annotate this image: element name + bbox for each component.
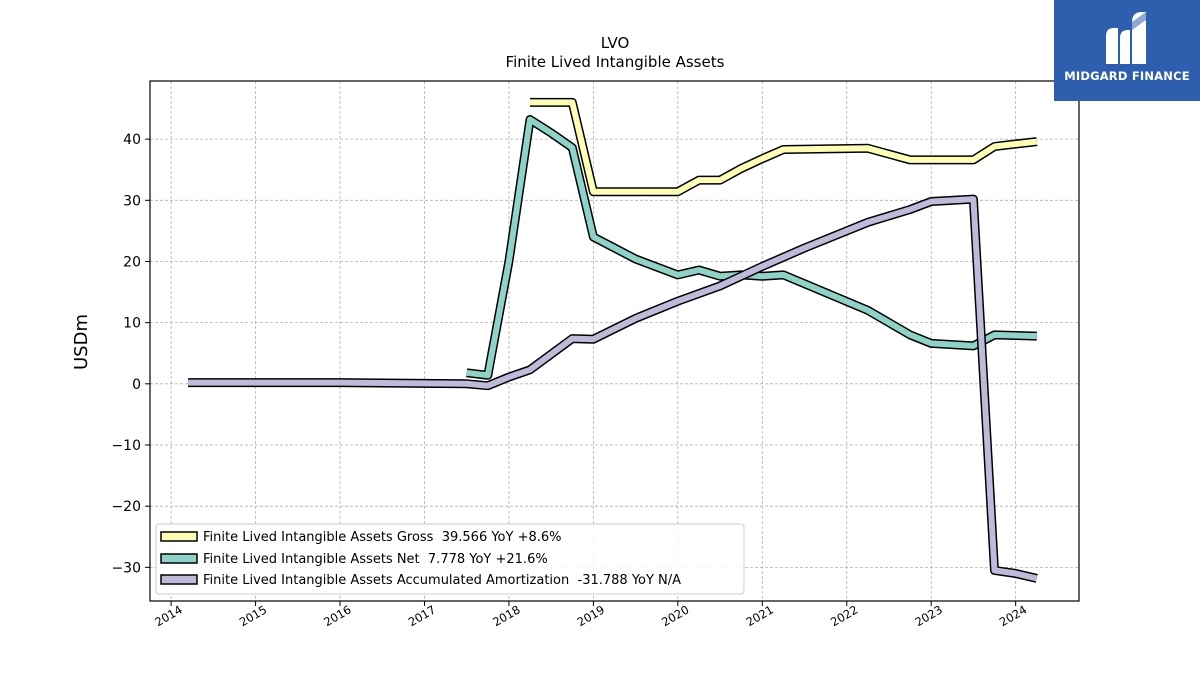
x-tick-label: 2017 [406,602,438,629]
x-tick-label: 2014 [152,602,184,629]
y-tick-label: 10 [123,316,141,332]
y-axis: −30 −20 −10 0 10 20 30 40 [111,132,150,576]
series-line-1 [466,116,1037,379]
y-tick-label: −20 [111,499,141,515]
x-tick-label: 2020 [659,602,691,629]
x-tick-label: 2023 [912,602,944,629]
x-tick-label: 2019 [575,602,607,629]
x-axis: 2014 2015 2016 2017 2018 2019 2020 2021 2022 2023… [152,601,1029,629]
plot-frame [149,80,1080,602]
series-outline-2 [188,194,1038,583]
legend-swatch-gross [160,531,198,542]
legend: Finite Lived Intangible Assets Gross 39.… [155,523,745,595]
y-axis-label: USDm [71,314,92,370]
series-layer [188,97,1038,583]
chart-title: LVO [601,34,630,52]
y-tick-label: −30 [111,560,141,576]
legend-label-amortization: Finite Lived Intangible Assets Accumulat… [203,573,681,588]
x-tick-label: 2015 [237,602,269,629]
x-tick-label: 2016 [321,602,353,629]
series-line-0 [530,99,1038,195]
logo-text: MIDGARD FINANCE [1064,69,1190,83]
chart-subtitle: Finite Lived Intangible Assets [506,53,725,71]
legend-label-net: Finite Lived Intangible Assets Net 7.778… [203,552,548,567]
y-tick-label: 20 [123,254,141,270]
legend-label-gross: Finite Lived Intangible Assets Gross 39.… [203,530,562,545]
y-tick-label: 30 [123,193,141,209]
series-line-2 [188,196,1038,582]
legend-swatch-net [160,553,198,564]
y-tick-label: 0 [132,377,141,393]
y-tick-label: 40 [123,132,141,148]
x-tick-label: 2024 [997,602,1029,629]
x-tick-label: 2018 [490,602,522,629]
grid-lines [150,81,1079,601]
midgard-finance-logo: MIDGARD FINANCE [1054,0,1200,101]
legend-swatch-amortization [160,574,198,585]
x-tick-label: 2022 [828,602,860,629]
x-tick-label: 2021 [744,602,776,629]
midgard-mi-monogram-icon [1106,12,1146,64]
y-tick-label: −10 [111,438,141,454]
legend-frame [155,523,745,595]
